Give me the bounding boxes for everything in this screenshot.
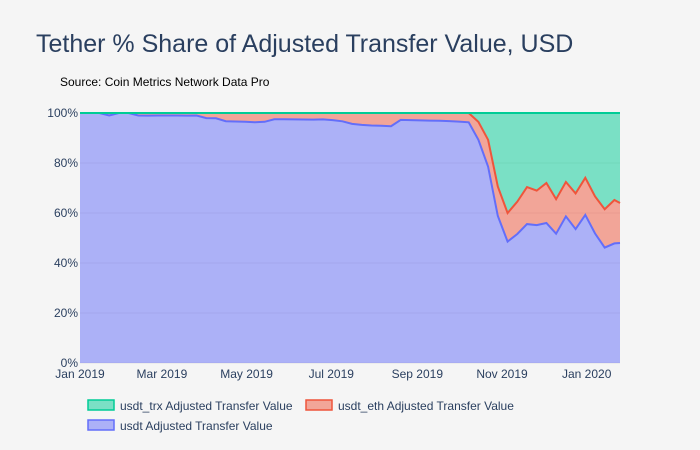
legend-swatch xyxy=(87,419,115,431)
y-tick-label: 100% xyxy=(47,106,78,120)
x-tick-label: May 2019 xyxy=(220,367,273,381)
x-axis: Jan 2019 Mar 2019 May 2019 Jul 2019 Sep 2019… xyxy=(55,367,611,381)
y-tick-label: 40% xyxy=(54,256,78,270)
legend-label: usdt_eth Adjusted Transfer Value xyxy=(338,399,514,413)
series-lines xyxy=(80,112,621,249)
x-tick-label: Nov 2019 xyxy=(476,367,528,381)
legend: usdt_trx Adjusted Transfer Value usdt_eth… xyxy=(87,399,514,433)
legend-swatch xyxy=(305,399,333,411)
x-tick-label: Mar 2019 xyxy=(137,367,188,381)
area-usdt-eth xyxy=(80,113,620,248)
legend-item[interactable]: usdt_trx Adjusted Transfer Value xyxy=(87,399,293,413)
y-axis: 0% 20% 40% 60% 80% 100% xyxy=(47,106,78,370)
legend-label: usdt Adjusted Transfer Value xyxy=(120,419,273,433)
y-tick-label: 20% xyxy=(54,306,78,320)
legend-swatch xyxy=(87,399,115,411)
area-usdt-trx xyxy=(80,113,620,213)
area-usdt xyxy=(80,113,620,363)
legend-item[interactable]: usdt_eth Adjusted Transfer Value xyxy=(305,399,514,413)
chart-title: Tether % Share of Adjusted Transfer Valu… xyxy=(36,30,573,58)
x-tick-label: Sep 2019 xyxy=(392,367,444,381)
y-tick-label: 0% xyxy=(61,356,79,370)
chart-subtitle: Source: Coin Metrics Network Data Pro xyxy=(60,75,270,89)
legend-label: usdt_trx Adjusted Transfer Value xyxy=(120,399,293,413)
x-tick-label: Jan 2019 xyxy=(55,367,105,381)
area-layers xyxy=(80,113,620,363)
legend-item[interactable]: usdt Adjusted Transfer Value xyxy=(87,419,273,433)
x-tick-label: Jan 2020 xyxy=(562,367,612,381)
line-usdt xyxy=(80,112,621,249)
x-tick-label: Jul 2019 xyxy=(309,367,355,381)
y-tick-label: 60% xyxy=(54,206,78,220)
y-tick-label: 80% xyxy=(54,156,78,170)
